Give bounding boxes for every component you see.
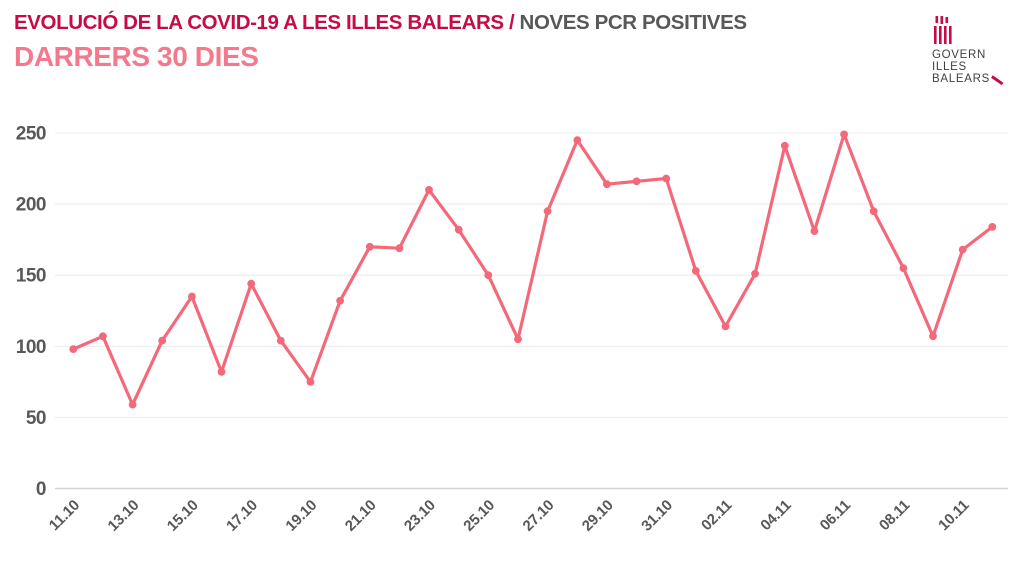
title-main: EVOLUCIÓ DE LA COVID-19 A LES ILLES BALE… [14,11,515,34]
x-axis-label: 15.10 [164,497,202,535]
x-axis-label: 06.11 [817,497,854,534]
data-point [188,292,196,301]
data-point [632,177,641,186]
y-axis-label: 250 [16,124,46,145]
x-axis-labels: 11.10 13.10 15.10 17.10 19.10 21.10 23.10 25.10… [46,497,973,535]
data-point [395,244,404,253]
data-line [71,132,994,407]
y-axis-label: 0 [36,479,46,500]
data-point [869,207,878,216]
data-points [69,130,997,409]
govern-illes-balears-logo: GOVERN ILLES BALEARS [932,16,1005,86]
x-axis-label: 10.11 [935,497,972,534]
page-subtitle: DARRERS 30 DIES [14,41,259,72]
x-axis-label: 25.10 [460,497,498,535]
x-axis-label: 19.10 [282,497,320,535]
data-point [306,378,315,386]
x-axis-label: 21.10 [342,497,380,535]
data-point [69,345,78,353]
data-point [721,322,730,331]
data-point [603,180,611,189]
data-point [276,336,285,345]
y-axis-label: 150 [16,266,46,287]
x-axis-label: 31.10 [638,497,676,535]
page-title: EVOLUCIÓ DE LA COVID-19 A LES ILLES BALE… [14,11,747,35]
data-point [573,136,582,145]
data-point [543,207,552,216]
x-axis-label: 29.10 [579,497,617,535]
x-axis-label: 17.10 [223,497,261,535]
logo-line-balears: BALEARS [932,73,1005,86]
y-axis-labels: 0 50 100 150 200 250 [16,124,47,501]
data-point [929,332,937,341]
data-point [958,245,967,254]
x-axis-label: 11.10 [46,497,83,534]
logo-text: GOVERN ILLES BALEARS [932,49,1005,86]
gridlines [55,132,1008,490]
y-axis-label: 100 [16,337,46,358]
data-point [99,332,107,341]
data-point [425,186,433,194]
x-axis-label: 13.10 [105,497,143,535]
data-point [217,368,226,376]
data-point [751,269,759,278]
data-point [514,335,522,344]
x-axis-label: 02.11 [698,497,735,534]
x-axis-label: 27.10 [520,497,558,535]
x-axis-label: 08.11 [876,497,913,534]
govern-shield-icon [934,16,952,44]
data-point [780,141,789,150]
data-point [810,227,819,236]
title-secondary: NOVES PCR POSITIVES [519,11,747,34]
data-point [691,267,700,275]
data-point [662,174,671,183]
y-axis-label: 50 [26,408,46,429]
x-axis-label: 23.10 [401,497,439,535]
data-point [454,225,463,234]
logo-line-govern: GOVERN [932,49,987,61]
data-point [336,296,344,305]
data-point [158,336,167,345]
data-point [247,279,256,288]
data-point [484,271,493,280]
logo-line-illes: ILLES [932,61,967,73]
x-axis-label: 04.11 [757,497,794,534]
data-point [988,223,997,231]
data-point [128,400,137,409]
data-point [365,242,374,251]
data-point [899,264,908,272]
data-point [840,130,848,139]
y-axis-label: 200 [16,195,46,216]
